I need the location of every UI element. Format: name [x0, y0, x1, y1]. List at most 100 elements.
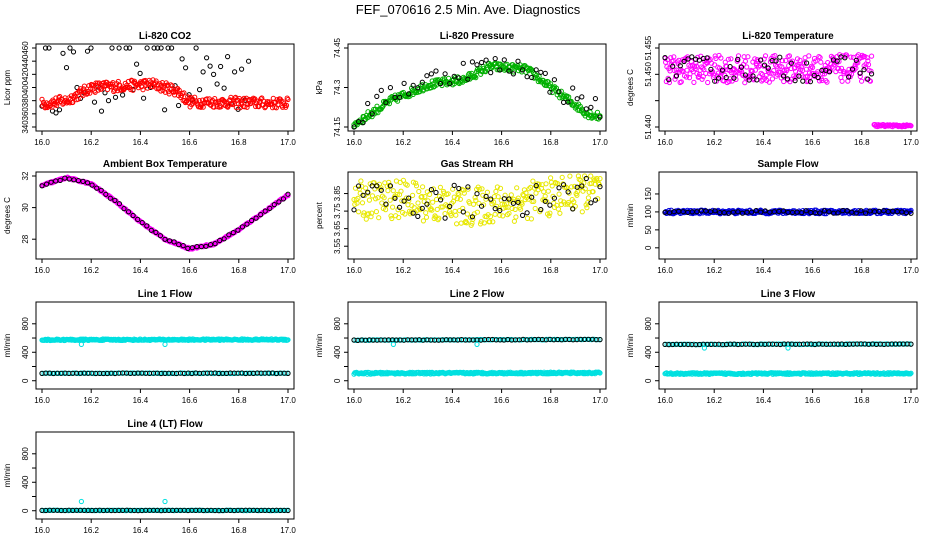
data-point — [492, 211, 498, 217]
x-tick-label: 17.0 — [280, 266, 296, 275]
data-point — [127, 45, 133, 51]
data-point — [120, 92, 126, 98]
data-point — [144, 223, 150, 229]
panel-title: Li-820 Temperature — [742, 31, 834, 42]
data-point — [218, 63, 224, 70]
panel-title: Gas Stream RH — [441, 159, 514, 170]
data-point — [105, 98, 112, 104]
x-tick-label: 16.2 — [706, 396, 722, 405]
data-point — [865, 62, 872, 68]
data-point — [179, 56, 185, 62]
data-point — [488, 196, 494, 202]
data-point — [483, 196, 489, 202]
data-point — [46, 45, 52, 51]
x-tick-label: 16.4 — [133, 266, 149, 275]
data-point — [473, 75, 479, 81]
data-point — [492, 206, 498, 212]
data-point — [419, 205, 425, 211]
data-point — [548, 81, 554, 87]
x-tick-label: 16.6 — [182, 526, 198, 535]
data-point — [282, 337, 288, 343]
data-point — [530, 178, 536, 184]
data-point — [727, 64, 733, 70]
data-point — [542, 193, 548, 199]
data-point — [491, 199, 497, 205]
data-point — [524, 74, 530, 80]
data-point — [387, 183, 393, 189]
panel-2: Li-820 Pressure kPa 16.0 16.2 16.4 16.6 16.8 17… — [315, 31, 608, 147]
data-point — [181, 90, 187, 96]
data-point — [197, 87, 203, 93]
data-point — [826, 69, 833, 75]
data-point — [547, 202, 553, 208]
plot-frame — [347, 301, 607, 390]
data-point — [806, 53, 812, 59]
data-point — [453, 212, 459, 218]
data-point — [533, 67, 539, 73]
data-point — [592, 96, 599, 102]
data-point — [842, 55, 848, 61]
x-tick-label: 16.0 — [346, 396, 362, 405]
data-point — [285, 337, 291, 343]
data-point — [399, 198, 405, 204]
data-point — [246, 58, 252, 64]
data-point — [276, 199, 282, 205]
data-point — [583, 106, 589, 112]
x-tick-label: 16.6 — [805, 396, 821, 405]
y-axis-label: ml/min — [3, 334, 12, 358]
data-point — [515, 199, 521, 205]
y-tick-label: 51.450 — [644, 62, 653, 87]
data-point — [456, 192, 462, 198]
data-point — [745, 54, 751, 60]
data-point — [239, 224, 245, 230]
data-point — [557, 210, 563, 216]
data-point — [474, 209, 480, 215]
data-point — [176, 102, 182, 109]
data-point — [387, 197, 393, 203]
data-point — [356, 183, 362, 189]
outlier-point — [785, 345, 791, 351]
y-tick-label: 3.65 — [333, 220, 342, 236]
data-point — [135, 85, 141, 91]
data-point — [746, 77, 752, 83]
data-point — [109, 45, 115, 51]
data-point — [769, 76, 776, 82]
data-point — [771, 68, 777, 74]
data-point — [280, 196, 286, 202]
data-point — [585, 200, 591, 206]
data-point — [712, 62, 718, 68]
data-point — [713, 55, 719, 62]
data-point — [171, 239, 177, 245]
x-tick-label: 17.0 — [903, 396, 919, 405]
data-point — [162, 107, 168, 113]
data-point — [474, 191, 480, 197]
data-point — [725, 56, 732, 62]
data-point — [460, 209, 466, 215]
x-tick-label: 16.8 — [231, 396, 247, 405]
data-point — [285, 370, 291, 376]
data-point — [425, 198, 431, 204]
data-point — [692, 66, 698, 72]
data-point — [848, 54, 854, 60]
data-point — [56, 107, 63, 113]
y-tick-label: 150 — [644, 187, 653, 201]
y-tick-label: 50 — [644, 225, 653, 234]
data-point — [465, 186, 471, 192]
data-point — [547, 210, 553, 216]
data-point — [510, 71, 517, 77]
data-point — [155, 45, 161, 51]
outlier-point — [162, 341, 168, 347]
data-point — [582, 186, 588, 192]
data-point — [373, 209, 379, 215]
data-point — [211, 71, 217, 78]
data-point — [579, 94, 585, 100]
data-point — [801, 60, 808, 66]
data-point — [461, 190, 467, 196]
panel-9: Line 3 Flow ml/min 16.0 16.2 16.4 16.6 16.8 17.… — [626, 289, 919, 405]
data-point — [351, 124, 357, 130]
data-point — [678, 79, 684, 85]
data-point — [260, 507, 266, 513]
data-point — [869, 53, 875, 59]
data-point — [570, 206, 576, 212]
x-tick-label: 16.2 — [706, 138, 722, 147]
